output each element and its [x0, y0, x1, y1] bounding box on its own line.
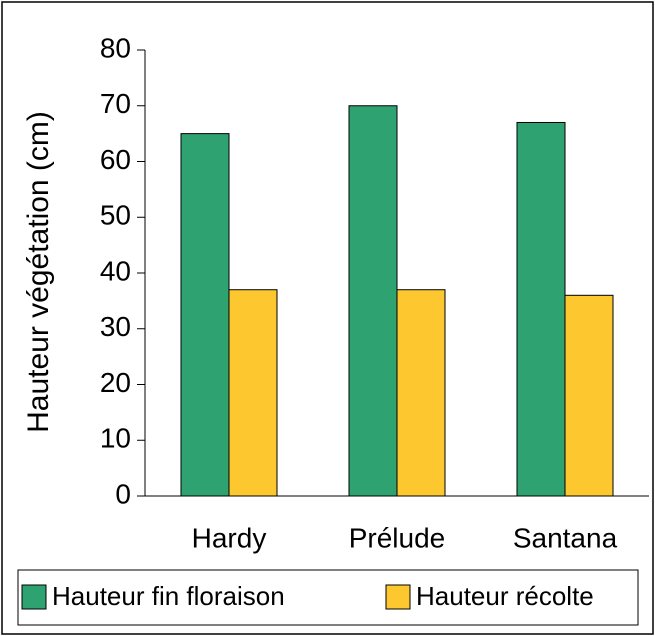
- bar: [564, 294, 614, 497]
- y-tick-label: 30: [100, 311, 131, 342]
- y-tick-label: 0: [115, 478, 131, 509]
- bar: [516, 121, 566, 497]
- y-tick-label: 20: [100, 367, 131, 398]
- legend-label: Hauteur récolte: [416, 581, 594, 611]
- x-tick-label: Hardy: [192, 522, 267, 553]
- y-tick-label: 40: [100, 255, 131, 286]
- y-tick-label: 80: [100, 32, 131, 63]
- bar: [228, 289, 278, 497]
- y-tick-label: 60: [100, 144, 131, 175]
- y-tick-label: 70: [100, 88, 131, 119]
- legend-swatch: [21, 584, 47, 610]
- bar: [396, 289, 446, 497]
- y-tick-label: 50: [100, 200, 131, 231]
- bar: [180, 133, 230, 497]
- legend-label: Hauteur fin floraison: [52, 581, 285, 611]
- legend-box: [17, 569, 639, 626]
- x-tick-label: Prélude: [349, 522, 446, 553]
- y-tick-label: 10: [100, 423, 131, 454]
- legend-swatch: [385, 584, 411, 610]
- y-axis-title: Hauteur végétation (cm): [22, 111, 55, 433]
- x-tick-label: Santana: [513, 522, 618, 553]
- bar: [348, 105, 398, 497]
